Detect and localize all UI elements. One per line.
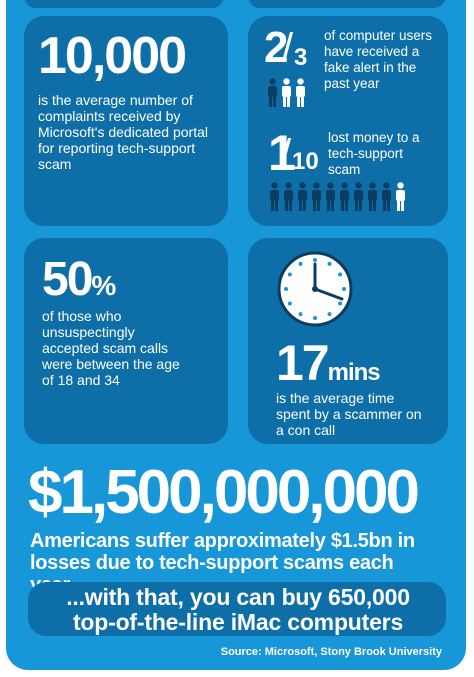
fraction-slash: / [280,132,292,176]
person-icon [324,182,337,216]
complaints-card: 10,000 is the average number of complain… [24,16,228,226]
person-icon [366,182,379,216]
losses-description: Americans suffer approximately $1.5bn in… [30,530,415,596]
person-icon-highlighted [280,78,293,112]
top-card-right-edge [248,0,446,8]
fake-alert-denominator: 3 [294,44,308,71]
person-icon [266,78,279,112]
age-description: of those who unsuspectingly accepted sca… [42,308,180,388]
imac-banner-text: ...with that, you can buy 650,000 top-of… [66,584,410,635]
complaints-value: 10,000 [38,27,187,85]
fake-alert-numerator: 2 [264,23,289,72]
person-icon [296,182,309,216]
infographic-panel: 10,000 is the average number of complain… [6,0,466,670]
age-value: 50 [42,253,93,306]
top-card-left-edge [24,0,224,8]
time-card: 17mins is the average time spent by a sc… [248,238,448,444]
lost-money-people-icons [268,182,407,216]
person-icon [338,182,351,216]
person-icon [310,182,323,216]
fake-alert-description: of computer users have received a fake a… [324,28,433,91]
fraction-slash: / [282,26,294,70]
fake-alert-people-icons [266,78,307,112]
age-stat: 50% [42,256,116,304]
time-unit: mins [327,359,381,386]
person-icon-highlighted [294,78,307,112]
lost-money-denominator: 10 [292,148,319,175]
time-value: 17 [276,335,330,391]
losses-value: $1,500,000,000 [28,458,420,527]
clock-icon [277,251,353,327]
lost-money-numerator: 1 [268,125,296,181]
person-icon [282,182,295,216]
age-unit: % [91,270,117,301]
time-stat: 17mins [276,335,381,391]
person-icon [380,182,393,216]
lost-money-description: lost money to a tech-support scam [328,130,420,177]
complaints-description: is the average number of complaints rece… [38,92,208,172]
age-card: 50% of those who unsuspectingly accepted… [24,238,228,444]
person-icon-highlighted [394,182,407,216]
time-description: is the average time spent by a scammer o… [276,390,422,438]
person-icon [268,182,281,216]
imac-banner: ...with that, you can buy 650,000 top-of… [28,582,446,636]
fractions-card: 2 / 3 of computer users have received a … [248,16,448,226]
source-credit: Source: Microsoft, Stony Brook Universit… [220,646,442,658]
person-icon [352,182,365,216]
